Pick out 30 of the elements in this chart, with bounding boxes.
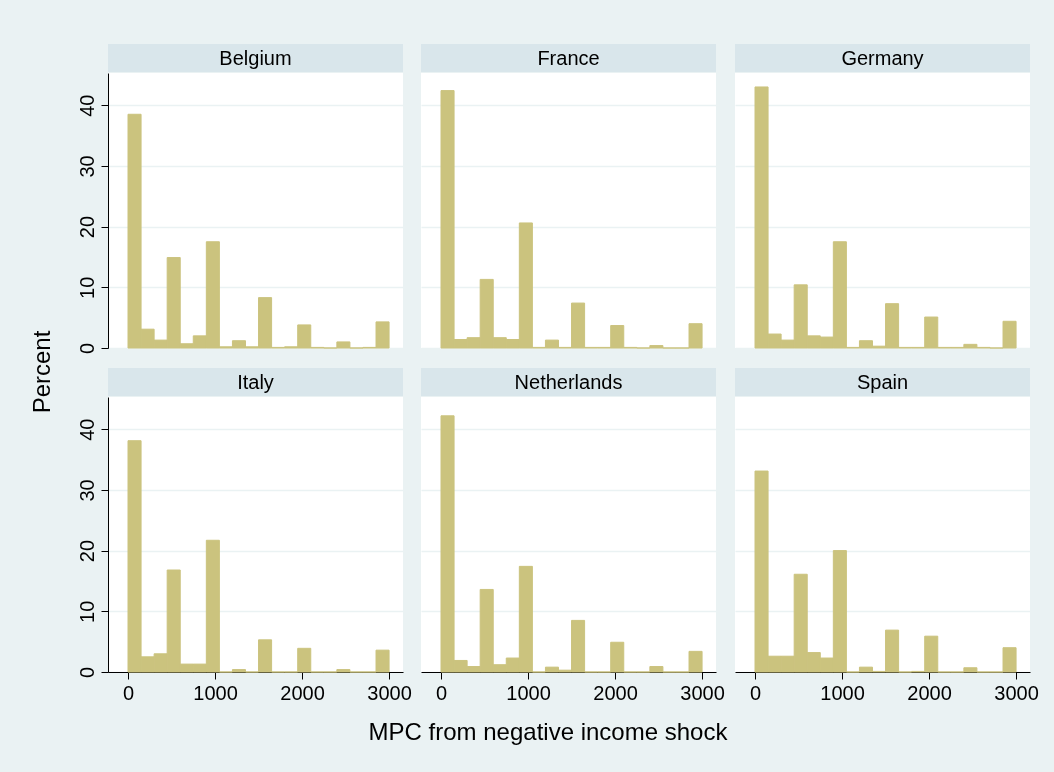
x-tick-label: 3000 [994, 681, 1039, 704]
y-tick-label: 20 [75, 539, 98, 563]
y-tick-label: 10 [75, 600, 98, 623]
x-tick-label: 1000 [820, 681, 865, 704]
x-tick-label: 0 [749, 681, 762, 704]
chart-title: Netherlands [421, 368, 716, 396]
chart-title: Germany [735, 44, 1030, 72]
y-tick-label: 20 [75, 215, 98, 239]
x-tick-label: 3000 [680, 681, 725, 704]
y-tick-label: 40 [75, 418, 98, 441]
y-tick-label: 0 [75, 666, 98, 679]
chart-title: Belgium [108, 44, 403, 72]
y-tick-label: 0 [75, 342, 98, 355]
x-tick-label: 2000 [907, 681, 952, 704]
x-tick-label: 2000 [280, 681, 325, 704]
x-tick-label: 1000 [506, 681, 551, 704]
x-tick-label: 2000 [593, 681, 638, 704]
x-axis-title: MPC from negative income shock [368, 718, 728, 746]
x-tick-label: 0 [435, 681, 448, 704]
y-axis-title: Percent [28, 330, 56, 414]
x-tick-label: 1000 [193, 681, 238, 704]
chart-title: Italy [108, 368, 403, 396]
y-tick-label: 40 [75, 94, 98, 117]
chart-title: France [421, 44, 716, 72]
x-tick-label: 0 [122, 681, 135, 704]
chart-title: Spain [735, 368, 1030, 396]
y-tick-label: 30 [75, 479, 98, 502]
x-tick-label: 3000 [367, 681, 412, 704]
y-tick-label: 30 [75, 155, 98, 178]
y-tick-label: 10 [75, 276, 98, 299]
